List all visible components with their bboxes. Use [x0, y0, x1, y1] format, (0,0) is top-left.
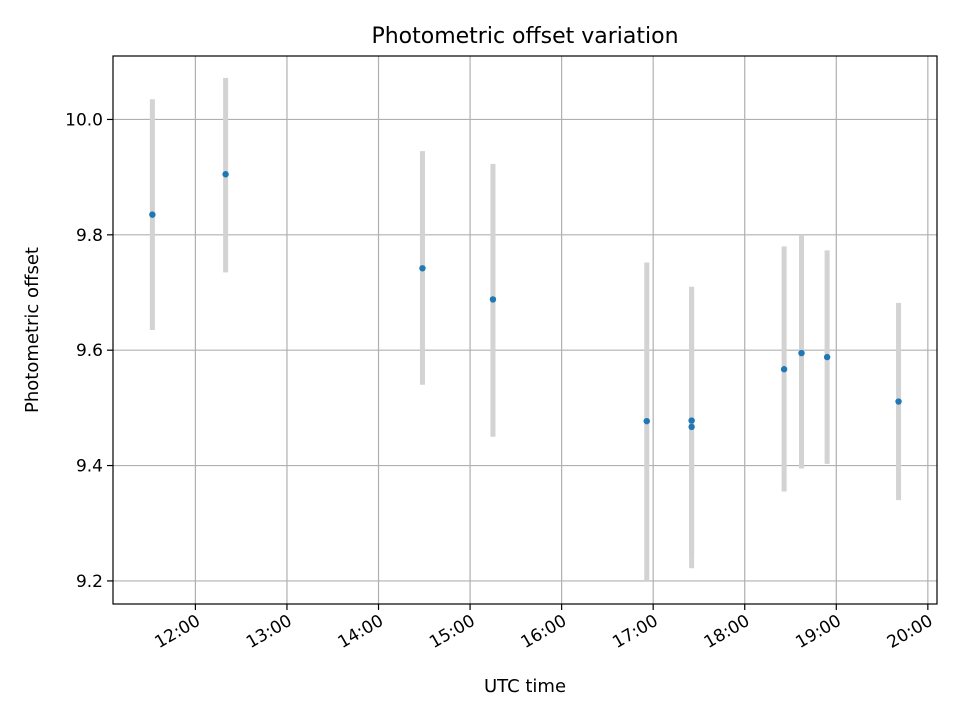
data-point	[419, 265, 426, 272]
x-axis-label: UTC time	[484, 676, 566, 697]
x-tick-label: 19:00	[792, 611, 844, 653]
data-point	[149, 211, 156, 218]
data-point	[222, 171, 229, 178]
chart-title: Photometric offset variation	[371, 24, 678, 49]
y-axis-ticks: 9.2 9.4 9.6 9.8 10.0	[65, 110, 113, 592]
y-axis-label: Photometric offset	[22, 247, 43, 413]
y-tick-label: 9.6	[76, 341, 103, 361]
data-point	[489, 296, 497, 303]
y-tick-label: 9.8	[76, 226, 103, 246]
data-point	[823, 353, 831, 361]
data-point	[688, 417, 695, 424]
data-point	[798, 349, 805, 357]
data-point	[688, 423, 695, 431]
x-axis-ticks: 12:00 13:00 14:00 15:00 16:00 17:00 18:00 19:00…	[151, 604, 936, 653]
x-tick-label: 12:00	[151, 611, 203, 653]
x-tick-label: 17:00	[609, 611, 661, 653]
y-tick-label: 9.2	[76, 572, 103, 592]
x-tick-label: 14:00	[335, 611, 387, 653]
x-tick-label: 18:00	[701, 611, 753, 653]
grid-lines	[113, 56, 937, 604]
x-tick-label: 16:00	[518, 611, 570, 653]
x-tick-label: 15:00	[426, 611, 478, 653]
data-point	[895, 398, 902, 405]
x-tick-label: 13:00	[243, 611, 295, 653]
x-tick-label: 20:00	[884, 611, 936, 653]
data-point	[643, 417, 650, 425]
error-bars	[149, 77, 902, 581]
y-tick-label: 9.4	[76, 457, 103, 477]
data-point	[780, 366, 788, 373]
y-tick-label: 10.0	[65, 110, 103, 130]
data-points	[149, 171, 902, 431]
plot-frame	[112, 55, 938, 605]
